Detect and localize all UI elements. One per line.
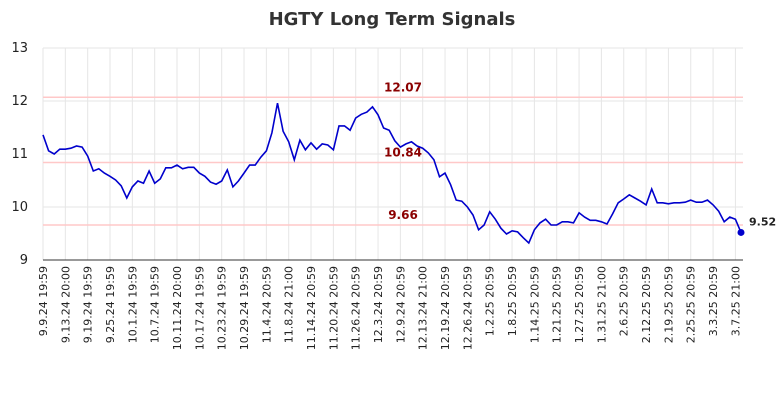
x-tick-label: 2.19.25 20:59 <box>662 266 675 343</box>
x-tick-label: 11.20.24 20:59 <box>327 266 340 350</box>
signal-label: 12.07 <box>384 80 422 94</box>
x-tick-label: 2.6.25 20:59 <box>618 266 631 336</box>
x-tick-label: 1.8.25 20:59 <box>506 266 519 336</box>
x-tick-label: 10.29.24 19:59 <box>238 266 251 350</box>
x-tick-label: 2.12.25 20:59 <box>640 266 653 343</box>
x-tick-label: 1.27.25 20:59 <box>573 266 586 343</box>
x-tick-label: 12.9.24 20:59 <box>394 266 407 343</box>
x-tick-label: 2.25.25 20:59 <box>685 266 698 343</box>
x-tick-label: 9.13.24 20:00 <box>59 266 72 343</box>
x-tick-label: 10.23.24 19:59 <box>216 266 229 350</box>
y-tick-label: 11 <box>11 147 28 162</box>
x-tick-label: 9.19.24 19:59 <box>82 266 95 343</box>
last-point <box>737 228 745 236</box>
y-tick-label: 9 <box>20 253 28 268</box>
x-tick-label: 11.26.24 20:59 <box>350 266 363 350</box>
x-tick-label: 12.26.24 20:59 <box>461 266 474 350</box>
x-tick-label: 3.3.25 20:59 <box>707 266 720 336</box>
y-tick-label: 10 <box>11 200 28 215</box>
x-tick-label: 1.14.25 20:59 <box>528 266 541 343</box>
x-tick-label: 12.19.24 20:59 <box>439 266 452 350</box>
x-tick-label: 12.3.24 20:59 <box>372 266 385 343</box>
x-tick-label: 11.14.24 20:59 <box>305 266 318 350</box>
y-tick-label: 13 <box>11 41 28 56</box>
x-tick-label: 11.8.24 21:00 <box>283 266 296 343</box>
signal-label: 10.84 <box>384 145 422 159</box>
x-tick-label: 12.13.24 21:00 <box>417 266 430 350</box>
x-tick-label: 1.2.25 20:59 <box>484 266 497 336</box>
x-tick-label: 10.7.24 19:59 <box>149 266 162 343</box>
x-tick-label: 11.4.24 20:59 <box>260 266 273 343</box>
x-tick-label: 10.17.24 19:59 <box>193 266 206 350</box>
x-tick-label: 9.9.24 19:59 <box>37 266 50 336</box>
last-value-label: 9.52 <box>749 215 776 228</box>
x-tick-label: 1.21.25 20:59 <box>551 266 564 343</box>
x-tick-label: 10.11.24 20:00 <box>171 266 184 350</box>
x-tick-label: 10.1.24 19:59 <box>126 266 139 343</box>
series-line <box>42 102 742 245</box>
x-tick-label: 9.25.24 19:59 <box>104 266 117 343</box>
chart-title: HGTY Long Term Signals <box>269 9 516 30</box>
signal-label: 9.66 <box>388 208 418 222</box>
y-tick-label: 12 <box>11 94 28 109</box>
x-tick-label: 3.7.25 21:00 <box>729 266 742 336</box>
x-tick-label: 1.31.25 21:00 <box>595 266 608 343</box>
